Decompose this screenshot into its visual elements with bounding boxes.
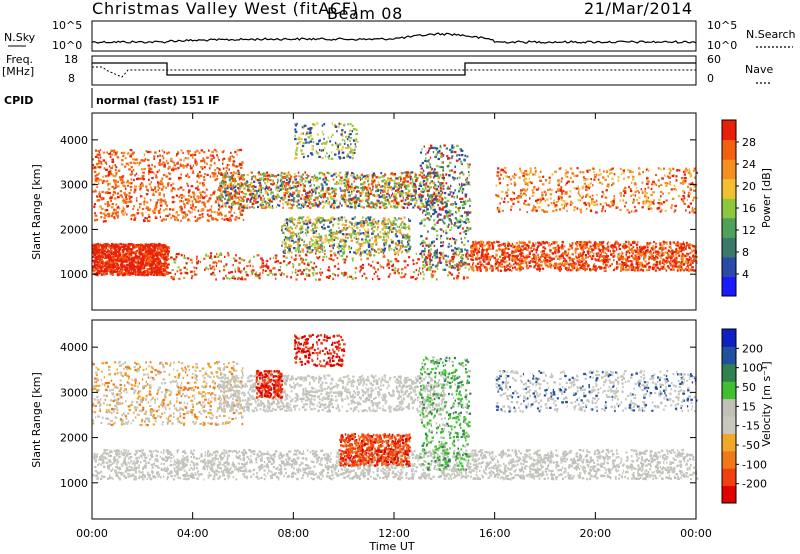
colorbar-tick-label: 15	[742, 400, 756, 413]
colorbar-swatch	[722, 237, 736, 258]
freq-tick-bottom: 8	[68, 72, 75, 85]
colorbar-swatch	[722, 329, 736, 347]
freq-tick-top: 18	[64, 53, 78, 66]
colorbar-swatch	[722, 450, 736, 469]
freq-label-line2: [MHz]	[2, 65, 34, 78]
nave-tick-top: 60	[707, 53, 721, 66]
colorbar-swatch	[722, 485, 736, 504]
colorbar-swatch	[722, 120, 736, 141]
search-tick-bottom: 10^0	[707, 39, 737, 52]
x-tick-label: 12:00	[378, 527, 410, 540]
nave-tick-bottom: 0	[707, 72, 714, 85]
y-tick-label: 2000	[60, 432, 88, 445]
colorbar-swatch	[722, 381, 736, 400]
time-xlabel: Time UT	[368, 540, 414, 553]
colorbar-swatch	[722, 256, 736, 277]
time-x-axis: 00:00 04:00 08:00 12:00 16:00 20:00 00:00	[76, 113, 712, 540]
colorbar-tick-label: -200	[742, 478, 767, 491]
noise-panel: N.Sky 10^5 10^0 10^5 10^0 N.Search	[4, 19, 796, 52]
colorbar-tick-label: 28	[742, 136, 756, 149]
x-tick-label: 04:00	[177, 527, 209, 540]
nave-trace	[92, 66, 696, 78]
nave-label: Nave	[745, 63, 773, 76]
noise-tick-bottom: 10^0	[52, 39, 82, 52]
power-colorbar-label: Power [dB]	[760, 168, 773, 228]
colorbar-swatch	[722, 433, 736, 452]
y-tick-label: 3000	[60, 179, 88, 192]
power-colorbar: 4 8 12 16 20 24 28	[721, 119, 756, 297]
colorbar-swatch	[722, 398, 736, 417]
cpid-label: CPID	[4, 94, 33, 107]
colorbar-tick-label: 24	[742, 158, 756, 171]
search-tick-top: 10^5	[707, 19, 737, 32]
colorbar-swatch	[722, 416, 736, 434]
colorbar-swatch	[722, 363, 736, 382]
velocity-colorbar: -200 -100 -50 -15 15 50 100 200	[721, 328, 767, 504]
power-heatmap	[92, 122, 699, 281]
power-panel: 1000 2000 3000 4000 Slant Range [km] 4 8 12 16…	[30, 112, 773, 311]
x-tick-label: 08:00	[277, 527, 309, 540]
velocity-y-axis: 1000 2000 3000 4000	[60, 341, 696, 490]
colorbar-swatch	[722, 139, 736, 160]
velocity-heatmap	[92, 333, 699, 481]
y-tick-label: 1000	[60, 477, 88, 490]
search-label: N.Search	[746, 28, 796, 41]
noise-label: N.Sky	[4, 31, 36, 44]
colorbar-tick-label: -100	[742, 458, 767, 471]
date-label: 21/Mar/2014	[584, 0, 693, 18]
beam-label: Beam 08	[327, 4, 403, 23]
power-ylabel: Slant Range [km]	[30, 164, 43, 260]
noise-tick-top: 10^5	[52, 19, 82, 32]
x-tick-label: 00:00	[680, 527, 712, 540]
noise-sky-trace	[91, 32, 697, 44]
chart-title: Christmas Valley West (fitACF)	[92, 0, 359, 18]
colorbar-swatch	[722, 217, 736, 238]
power-y-axis: 1000 2000 3000 4000	[60, 134, 696, 281]
x-tick-label: 00:00	[76, 527, 108, 540]
colorbar-swatch	[722, 159, 736, 180]
y-tick-label: 4000	[60, 134, 88, 147]
y-tick-label: 3000	[60, 386, 88, 399]
x-tick-label: 16:00	[479, 527, 511, 540]
colorbar-tick-label: -15	[742, 420, 760, 433]
cpid-value: normal (fast) 151 IF	[96, 94, 220, 107]
freq-trace	[92, 62, 696, 76]
colorbar-tick-label: -50	[742, 439, 760, 452]
y-tick-label: 1000	[60, 268, 88, 281]
freq-label-line1: Freq.	[6, 53, 33, 66]
velocity-colorbar-label: Velocity [m s⁻¹]	[760, 361, 773, 446]
y-tick-label: 4000	[60, 341, 88, 354]
freq-panel: Freq. [MHz] 18 8 60 0 Nave	[2, 53, 773, 86]
y-tick-label: 2000	[60, 223, 88, 236]
colorbar-tick-label: 8	[742, 246, 749, 259]
colorbar-tick-label: 50	[742, 381, 756, 394]
colorbar-tick-label: 20	[742, 180, 756, 193]
colorbar-tick-label: 12	[742, 224, 756, 237]
colorbar-tick-label: 16	[742, 202, 756, 215]
x-tick-label: 20:00	[579, 527, 611, 540]
velocity-ylabel: Slant Range [km]	[30, 372, 43, 468]
colorbar-swatch	[722, 468, 736, 487]
colorbar-tick-label: 100	[742, 362, 763, 375]
cpid-row: CPID normal (fast) 151 IF	[4, 88, 220, 108]
colorbar-swatch	[722, 198, 736, 219]
colorbar-swatch	[722, 178, 736, 199]
colorbar-swatch	[722, 276, 736, 297]
colorbar-tick-label: 200	[742, 342, 763, 355]
colorbar-swatch	[722, 346, 736, 365]
colorbar-tick-label: 4	[742, 268, 749, 281]
